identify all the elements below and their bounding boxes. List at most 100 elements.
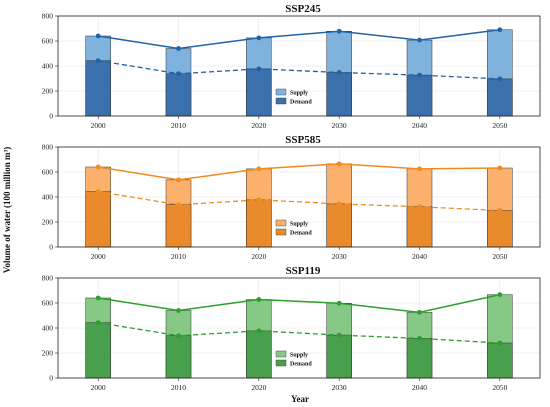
plot-frame <box>57 146 541 248</box>
demand-point <box>95 320 101 326</box>
legend-label-supply: Supply <box>290 91 308 97</box>
x-tick-label: 2040 <box>412 383 427 392</box>
demand-bar <box>165 73 192 117</box>
demand-point <box>497 340 503 346</box>
demand-line <box>98 59 500 80</box>
demand-bar <box>326 203 352 248</box>
x-tick-label: 2000 <box>91 383 106 392</box>
demand-point <box>95 58 101 64</box>
y-tick-label: 600 <box>42 299 54 308</box>
panel-ssp119: 0 200 400 600 800 2000 2010 2020 2030 2040 2050 SSP… <box>42 265 541 392</box>
legend-swatch-demand <box>275 97 287 105</box>
y-tick-label: 800 <box>42 12 54 21</box>
panel-title: SSP245 <box>285 3 321 15</box>
demand-point <box>336 332 342 338</box>
supply-point <box>176 308 181 313</box>
supply-point <box>256 166 262 172</box>
supply-line <box>98 293 500 314</box>
demand-point <box>417 335 422 341</box>
x-tick-label: 2040 <box>412 252 427 261</box>
demand-bar <box>246 199 272 248</box>
supply-point <box>417 37 422 43</box>
supply-point <box>417 166 422 172</box>
x-tick-label: 2030 <box>332 383 347 392</box>
demand-bar <box>406 74 433 117</box>
panel-title: SSP585 <box>285 134 321 146</box>
legend-label-demand: Demand <box>290 100 312 106</box>
y-axis-label: Volume of water (100 million m³) <box>2 147 12 273</box>
demand-point <box>256 328 262 334</box>
x-tick-label: 2010 <box>171 252 186 261</box>
y-tick-label: 400 <box>42 193 54 202</box>
supply-point <box>497 165 503 171</box>
supply-point <box>417 309 422 315</box>
x-tick-label: 2010 <box>171 383 186 392</box>
legend-swatch-supply <box>275 350 287 358</box>
legend-label-demand: Demand <box>290 362 312 368</box>
demand-point <box>256 197 262 203</box>
y-tick-label: 200 <box>42 218 54 227</box>
x-tick-label: 2020 <box>251 252 266 261</box>
supply-point <box>336 28 342 34</box>
plot-frame <box>57 15 541 117</box>
x-axis-label: Year <box>291 394 309 404</box>
supply-point <box>256 297 262 302</box>
demand-point <box>176 71 181 77</box>
supply-line <box>98 29 500 50</box>
panel-ssp585: 0 200 400 600 800 2000 2010 2020 2030 2040 2050 SSP… <box>42 134 541 261</box>
x-tick-label: 2020 <box>251 121 266 130</box>
demand-bar <box>487 210 513 248</box>
y-tick-label: 800 <box>42 274 54 283</box>
demand-line <box>98 190 500 212</box>
demand-bar <box>246 330 272 379</box>
supply-point <box>176 46 181 51</box>
supply-point <box>95 164 101 170</box>
panel-ssp245: 0 200 400 600 800 2000 2010 2020 2030 2040 2050 SSP… <box>42 3 541 130</box>
demand-bar <box>85 191 111 248</box>
demand-point <box>176 202 181 208</box>
supply-point <box>497 27 503 33</box>
demand-point <box>497 208 503 213</box>
legend-label-supply: Supply <box>290 222 308 228</box>
demand-point <box>336 70 342 75</box>
y-tick-label: 0 <box>49 112 53 121</box>
supply-line <box>98 163 500 181</box>
y-tick-label: 400 <box>42 324 54 333</box>
x-tick-label: 2050 <box>492 252 507 261</box>
demand-bar <box>85 322 111 379</box>
y-tick-label: 600 <box>42 168 54 177</box>
y-tick-label: 600 <box>42 37 54 46</box>
y-tick-label: 200 <box>42 349 54 358</box>
legend-swatch-supply <box>275 219 287 227</box>
x-tick-label: 2020 <box>251 383 266 392</box>
x-tick-label: 2030 <box>332 252 347 261</box>
y-tick-label: 0 <box>49 374 53 383</box>
demand-line <box>98 321 500 344</box>
supply-point <box>497 292 503 298</box>
x-tick-label: 2000 <box>91 252 106 261</box>
legend-label-demand: Demand <box>290 231 312 237</box>
x-tick-label: 2030 <box>332 121 347 130</box>
supply-point <box>176 177 181 183</box>
demand-point <box>176 333 181 339</box>
demand-point <box>256 66 262 72</box>
y-tick-label: 0 <box>49 243 53 252</box>
supply-point <box>336 300 342 306</box>
x-tick-label: 2050 <box>492 121 507 130</box>
supply-point <box>95 295 101 301</box>
legend-label-supply: Supply <box>290 353 308 359</box>
demand-point <box>417 72 422 78</box>
demand-point <box>497 76 503 82</box>
panel-title: SSP119 <box>286 265 321 277</box>
demand-bar <box>165 204 192 248</box>
demand-bar <box>326 72 352 117</box>
legend-swatch-demand <box>275 359 287 367</box>
y-tick-label: 400 <box>42 62 54 71</box>
supply-point <box>336 161 342 167</box>
demand-bar <box>487 78 513 117</box>
supply-point <box>95 33 101 39</box>
demand-bar <box>246 68 272 117</box>
demand-bar <box>326 334 352 379</box>
x-tick-label: 2040 <box>412 121 427 130</box>
